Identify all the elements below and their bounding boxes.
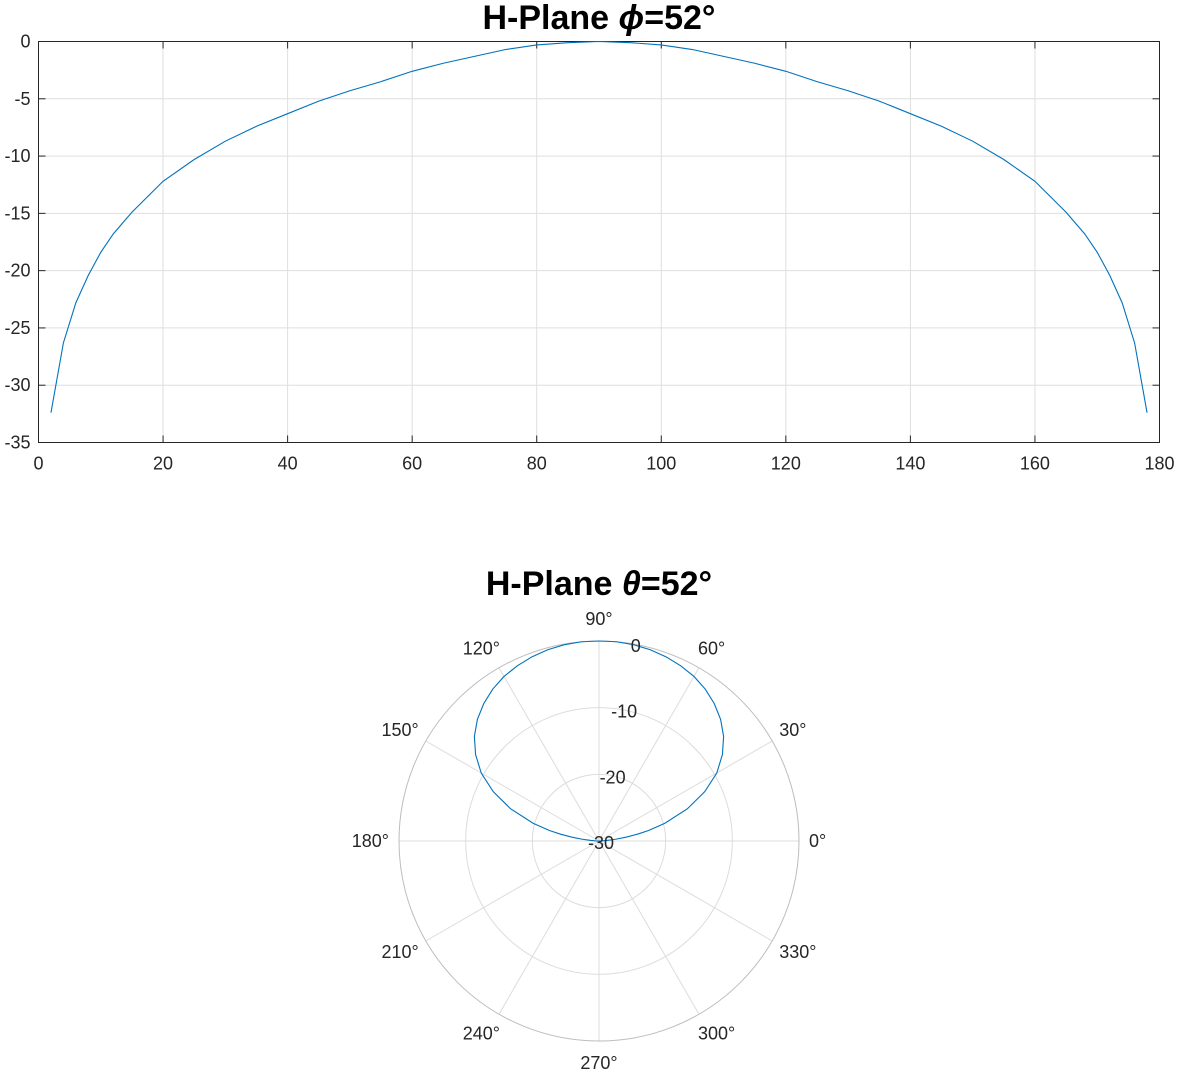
polar-chart-series	[473, 640, 725, 842]
polar-spoke	[598, 840, 700, 1015]
x-tick-label: 80	[527, 454, 547, 474]
x-tick-label: 0	[33, 454, 43, 474]
line-chart-ticks: 0 20 40 60 80 100 120 140 160 180 0 -5 -10 -15 -20 -25 -…	[4, 32, 1174, 474]
line-chart-axes-box	[38, 41, 1160, 443]
x-tick-label: 140	[895, 454, 925, 474]
y-tick-label: -5	[14, 89, 30, 109]
line-series	[50, 40, 1148, 413]
polar-spoke	[425, 840, 600, 942]
line-chart-series	[50, 40, 1148, 413]
polar-spoke	[498, 667, 600, 842]
polar-spoke	[598, 667, 700, 842]
x-tick-label: 160	[1020, 454, 1050, 474]
polar-radius-label: -30	[588, 833, 614, 853]
polar-spoke	[598, 740, 773, 842]
polar-angle-label: 180°	[352, 831, 389, 851]
polar-angle-label: 120°	[463, 639, 500, 659]
polar-ring	[465, 707, 733, 975]
line-chart-title: H-Plane ϕ=52°	[482, 0, 715, 37]
polar-angle-label: 240°	[463, 1023, 500, 1043]
x-tick-label: 20	[153, 454, 173, 474]
y-tick-label: -20	[4, 261, 30, 281]
polar-angle-label: 330°	[779, 942, 816, 962]
polar-angle-label: 150°	[382, 720, 419, 740]
polar-spoke	[425, 740, 600, 842]
y-tick-label: -10	[4, 146, 30, 166]
x-tick-label: 180	[1144, 454, 1174, 474]
polar-angle-label: 60°	[698, 639, 725, 659]
polar-angle-label: 30°	[779, 720, 806, 740]
y-tick-label: -25	[4, 318, 30, 338]
polar-chart: H-Plane θ=52° 0° 30° 60° 90° 120° 150° 180° 210…	[352, 565, 826, 1072]
polar-spoke	[598, 840, 773, 942]
y-tick-label: -30	[4, 375, 30, 395]
polar-series	[473, 640, 725, 842]
x-tick-label: 40	[278, 454, 298, 474]
line-chart: H-Plane ϕ=52° 0 20 40 60 80 100 120 140 160 1800-…	[4, 0, 1174, 474]
polar-chart-labels: 0° 30° 60° 90° 120° 150° 180° 210° 240° 270° 300° 3…	[352, 609, 826, 1072]
polar-radius-label: -20	[600, 767, 626, 787]
polar-angle-label: 90°	[585, 609, 612, 629]
polar-angle-label: 270°	[580, 1053, 617, 1072]
polar-angle-label: 210°	[382, 942, 419, 962]
polar-radius-label: -10	[611, 702, 637, 722]
x-tick-label: 60	[402, 454, 422, 474]
polar-ring	[531, 773, 667, 909]
line-chart-grid	[38, 41, 1160, 443]
polar-chart-grid	[398, 640, 800, 1042]
polar-angle-label: 0°	[809, 831, 826, 851]
polar-radius-label: 0	[631, 636, 641, 656]
y-tick-label: -15	[4, 203, 30, 223]
y-tick-label: -35	[4, 433, 30, 453]
polar-chart-title: H-Plane θ=52°	[486, 565, 712, 603]
y-tick-label: 0	[20, 32, 30, 52]
x-tick-label: 100	[646, 454, 676, 474]
polar-spoke	[498, 840, 600, 1015]
x-tick-label: 120	[771, 454, 801, 474]
polar-angle-label: 300°	[698, 1023, 735, 1043]
